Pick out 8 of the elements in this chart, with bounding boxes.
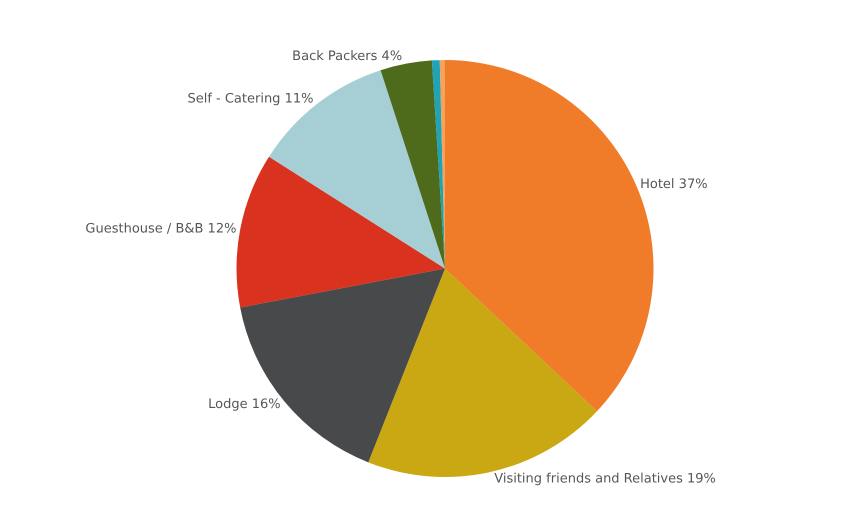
slice-label: Lodge 16% xyxy=(208,396,281,412)
pie-slice xyxy=(380,60,445,268)
pie-slice xyxy=(236,156,445,308)
slice-label: Back Packers 4% xyxy=(292,48,402,64)
slice-label: Self - Catering 11% xyxy=(187,92,314,107)
slice-label: Guesthouse / B&B 12% xyxy=(85,222,236,237)
slice-label: Visiting friends and Relatives 19% xyxy=(494,472,716,487)
slice-label: Hotel 37% xyxy=(640,177,708,192)
